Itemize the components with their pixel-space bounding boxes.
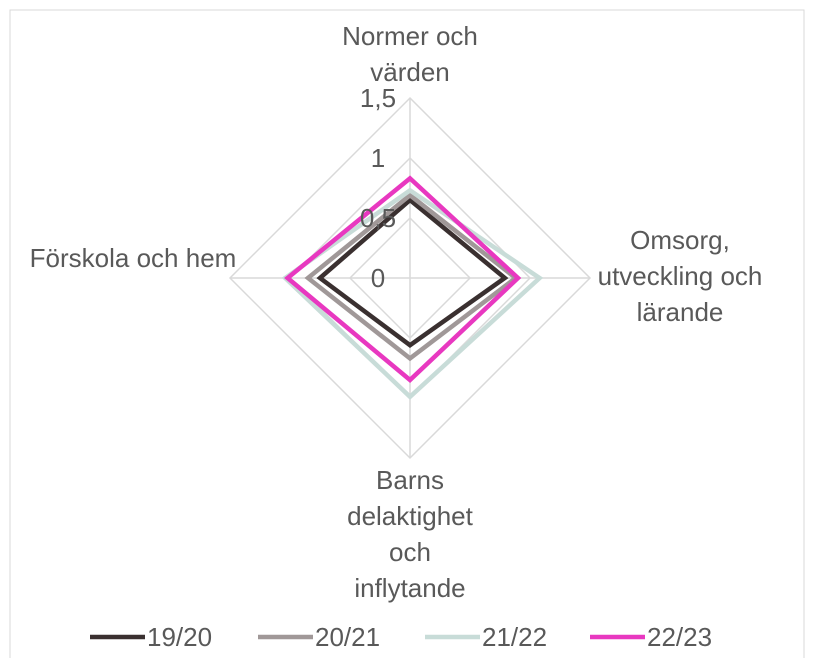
category-label: Förskola och hem [29, 243, 237, 273]
category-label: Omsorg, utveckling och lärande [597, 225, 763, 327]
r-tick-label: 0,5 [360, 203, 396, 233]
legend-label: 21/22 [482, 622, 547, 652]
legend-label: 20/21 [315, 622, 380, 652]
legend-label: 22/23 [647, 622, 712, 652]
category-label: Barns delaktighet och inflytande [347, 465, 473, 603]
r-tick-label: 0 [371, 263, 385, 293]
category-label: Normer och värden [342, 21, 478, 87]
r-tick-label: 1,5 [360, 83, 396, 113]
series-line [304, 192, 520, 362]
frame [9, 9, 805, 658]
series-line [284, 175, 522, 384]
r-tick-label: 1 [371, 143, 385, 173]
series-line [316, 197, 509, 348]
legend-label: 19/20 [147, 622, 212, 652]
